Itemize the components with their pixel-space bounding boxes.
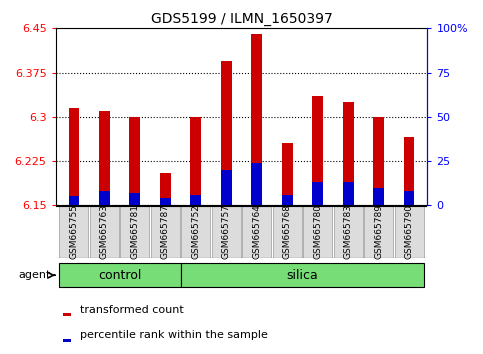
Text: GSM665763: GSM665763 (100, 204, 109, 259)
Title: GDS5199 / ILMN_1650397: GDS5199 / ILMN_1650397 (151, 12, 332, 26)
FancyBboxPatch shape (364, 206, 393, 258)
Bar (129, 117, 140, 205)
Bar (129, 193, 140, 205)
Text: GSM665757: GSM665757 (222, 204, 231, 259)
Bar (313, 96, 323, 205)
Text: GSM665789: GSM665789 (374, 204, 383, 259)
Text: agent: agent (19, 270, 51, 280)
Bar (58, 263, 181, 287)
FancyBboxPatch shape (90, 206, 119, 258)
FancyBboxPatch shape (334, 206, 363, 258)
Bar (190, 195, 201, 205)
Text: percentile rank within the sample: percentile rank within the sample (80, 330, 268, 340)
Bar (221, 61, 231, 205)
FancyBboxPatch shape (212, 206, 241, 258)
Text: transformed count: transformed count (80, 305, 184, 315)
Bar (343, 102, 354, 205)
Text: GSM665780: GSM665780 (313, 204, 322, 259)
Bar (373, 117, 384, 205)
Bar (252, 34, 262, 205)
Bar (282, 143, 293, 205)
Bar (63, 339, 71, 342)
FancyBboxPatch shape (59, 206, 88, 258)
FancyBboxPatch shape (303, 206, 332, 258)
Bar (99, 191, 110, 205)
Bar (221, 170, 231, 205)
Bar (181, 263, 425, 287)
Text: GSM665790: GSM665790 (405, 204, 413, 259)
Bar (160, 173, 170, 205)
Bar (69, 108, 79, 205)
FancyBboxPatch shape (242, 206, 271, 258)
Bar (313, 182, 323, 205)
Text: GSM665755: GSM665755 (70, 204, 78, 259)
Bar (99, 111, 110, 205)
Text: GSM665781: GSM665781 (130, 204, 139, 259)
Bar (69, 196, 79, 205)
Bar (252, 163, 262, 205)
Text: GSM665752: GSM665752 (191, 204, 200, 259)
Bar (373, 188, 384, 205)
Text: GSM665787: GSM665787 (161, 204, 170, 259)
FancyBboxPatch shape (120, 206, 149, 258)
Text: GSM665783: GSM665783 (344, 204, 353, 259)
Bar (343, 182, 354, 205)
Text: GSM665764: GSM665764 (252, 204, 261, 259)
Bar (190, 117, 201, 205)
FancyBboxPatch shape (395, 206, 424, 258)
Bar (160, 198, 170, 205)
Bar (63, 313, 71, 316)
Bar (404, 191, 414, 205)
Text: silica: silica (286, 269, 318, 282)
FancyBboxPatch shape (181, 206, 211, 258)
FancyBboxPatch shape (272, 206, 302, 258)
Text: control: control (98, 269, 141, 282)
Bar (282, 195, 293, 205)
FancyBboxPatch shape (151, 206, 180, 258)
Bar (404, 137, 414, 205)
Text: GSM665768: GSM665768 (283, 204, 292, 259)
